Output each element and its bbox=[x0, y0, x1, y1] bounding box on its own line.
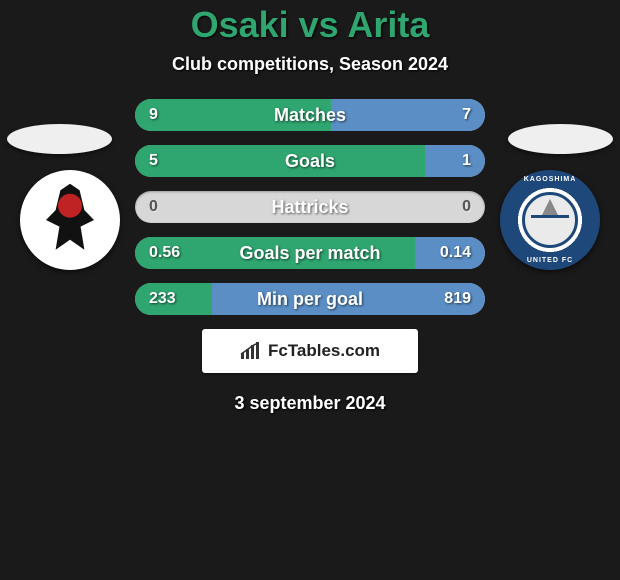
stat-value-left: 0.56 bbox=[149, 237, 180, 269]
stat-row: Matches9 7 bbox=[135, 99, 485, 131]
stat-label: Goals per match bbox=[135, 237, 485, 269]
stat-label: Goals bbox=[135, 145, 485, 177]
page-title: Osaki vs Arita bbox=[0, 0, 620, 46]
stats-rows: Matches9 7 Goals5 1 Hattricks0 0 Goals per mat… bbox=[0, 99, 620, 315]
stat-value-left: 233 bbox=[149, 283, 176, 315]
stat-value-right: 1 bbox=[462, 145, 471, 177]
bars-icon bbox=[240, 342, 262, 360]
page-subtitle: Club competitions, Season 2024 bbox=[0, 54, 620, 75]
stat-value-right: 7 bbox=[462, 99, 471, 131]
stat-label: Min per goal bbox=[135, 283, 485, 315]
stat-row: Goals per match0.56 0.14 bbox=[135, 237, 485, 269]
stat-row: Hattricks0 0 bbox=[135, 191, 485, 223]
stat-value-left: 5 bbox=[149, 145, 158, 177]
stat-row: Goals5 1 bbox=[135, 145, 485, 177]
date-label: 3 september 2024 bbox=[0, 393, 620, 414]
branding-label: FcTables.com bbox=[268, 341, 380, 361]
comparison-card: Osaki vs Arita Club competitions, Season… bbox=[0, 0, 620, 580]
stat-value-left: 9 bbox=[149, 99, 158, 131]
stat-value-right: 0.14 bbox=[440, 237, 471, 269]
stat-value-right: 819 bbox=[444, 283, 471, 315]
stat-row: Min per goal233 819 bbox=[135, 283, 485, 315]
stat-label: Matches bbox=[135, 99, 485, 131]
stat-value-left: 0 bbox=[149, 191, 158, 223]
branding-badge[interactable]: FcTables.com bbox=[202, 329, 418, 373]
stat-value-right: 0 bbox=[462, 191, 471, 223]
stat-label: Hattricks bbox=[135, 191, 485, 223]
